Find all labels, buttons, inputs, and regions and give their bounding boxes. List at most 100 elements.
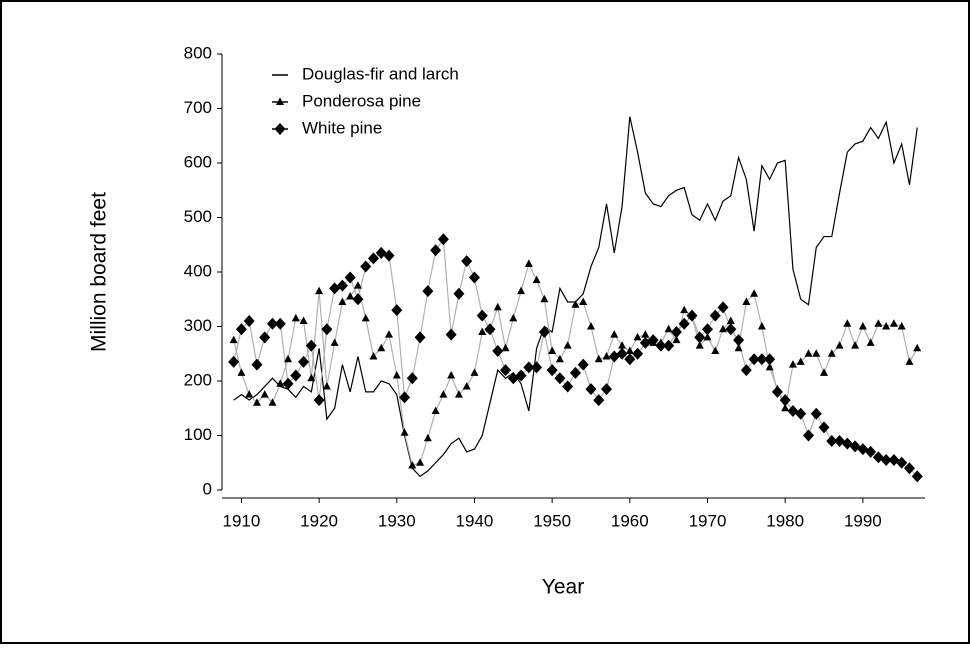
triangle-marker xyxy=(827,349,836,357)
diamond-marker xyxy=(880,454,892,467)
x-tick-label: 1940 xyxy=(456,511,494,530)
triangle-marker xyxy=(757,322,766,330)
triangle-marker xyxy=(602,351,611,360)
diamond-marker xyxy=(554,372,566,385)
y-tick-label: 100 xyxy=(184,425,212,444)
triangle-marker xyxy=(672,335,681,344)
diamond-marker xyxy=(523,361,535,374)
triangle-marker xyxy=(858,322,867,330)
diamond-marker xyxy=(810,407,822,420)
diamond-marker xyxy=(709,309,721,322)
x-axis-label: Year xyxy=(542,576,584,599)
triangle-marker xyxy=(392,371,401,379)
diamond-marker xyxy=(764,353,776,366)
diamond-marker xyxy=(531,361,543,374)
triangle-marker xyxy=(618,341,627,349)
triangle-marker xyxy=(742,297,751,305)
triangle-marker xyxy=(610,330,619,338)
diamond-marker xyxy=(616,347,628,360)
diamond-marker xyxy=(468,271,480,284)
diamond-marker xyxy=(298,355,310,368)
diamond-marker xyxy=(484,323,496,336)
triangle-marker xyxy=(579,297,588,305)
diamond-marker xyxy=(748,353,760,366)
x-tick-label: 1970 xyxy=(689,511,727,530)
diamond-marker xyxy=(367,252,379,265)
triangle-marker xyxy=(874,319,883,327)
triangle-marker xyxy=(284,354,293,363)
triangle-marker xyxy=(245,390,254,398)
triangle-marker xyxy=(291,313,300,322)
diamond-marker xyxy=(500,364,512,377)
diamond-marker xyxy=(282,377,294,390)
triangle-marker xyxy=(416,458,425,466)
triangle-marker xyxy=(229,335,238,344)
diamond-marker xyxy=(756,353,768,366)
triangle-marker xyxy=(237,368,246,376)
diamond-marker xyxy=(740,364,752,377)
triangle-marker xyxy=(680,305,689,314)
triangle-marker xyxy=(750,289,759,297)
triangle-marker xyxy=(447,371,456,379)
diamond-marker xyxy=(725,323,737,336)
triangle-marker xyxy=(509,313,518,322)
triangle-marker xyxy=(897,322,906,330)
diamond-marker xyxy=(911,470,923,483)
triangle-marker xyxy=(478,327,487,335)
legend-label: Ponderosa pine xyxy=(302,91,421,110)
diamond-marker xyxy=(406,372,418,385)
triangle-marker xyxy=(260,390,269,398)
triangle-marker xyxy=(586,322,595,330)
triangle-marker xyxy=(804,349,813,357)
diamond-marker xyxy=(546,364,558,377)
triangle-marker xyxy=(268,398,277,406)
diamond-marker xyxy=(670,325,682,338)
y-tick-label: 800 xyxy=(184,43,212,62)
x-tick-label: 1990 xyxy=(844,511,882,530)
diamond-marker xyxy=(585,383,597,396)
diamond-marker xyxy=(360,260,372,273)
diamond-marker xyxy=(647,334,659,347)
triangle-marker xyxy=(765,362,774,371)
triangle-marker xyxy=(524,259,533,267)
triangle-marker xyxy=(726,316,735,325)
triangle-marker xyxy=(408,460,417,469)
diamond-marker xyxy=(228,355,240,368)
diamond-marker xyxy=(818,421,830,434)
triangle-marker xyxy=(882,322,891,330)
y-tick-label: 0 xyxy=(203,479,212,498)
triangle-marker xyxy=(866,338,875,346)
diamond-marker xyxy=(461,255,473,268)
diamond-marker xyxy=(655,339,667,352)
y-tick-label: 200 xyxy=(184,370,212,389)
triangle-marker xyxy=(703,332,712,341)
triangle-marker xyxy=(633,332,642,341)
y-tick-label: 400 xyxy=(184,261,212,280)
triangle-marker xyxy=(501,343,510,352)
triangle-marker xyxy=(734,343,743,352)
y-axis-label: Million board feet xyxy=(88,192,111,352)
triangle-marker xyxy=(719,324,728,333)
diamond-marker xyxy=(686,309,698,322)
diamond-marker xyxy=(321,323,333,336)
triangle-marker xyxy=(353,281,362,289)
triangle-marker xyxy=(276,97,284,105)
diamond-marker xyxy=(733,334,745,347)
y-tick-label: 700 xyxy=(184,98,212,117)
triangle-marker xyxy=(346,292,355,300)
y-tick-label: 500 xyxy=(184,207,212,226)
diamond-marker xyxy=(903,462,915,475)
triangle-marker xyxy=(532,275,541,284)
diamond-marker xyxy=(352,293,364,306)
triangle-marker xyxy=(400,428,409,436)
triangle-marker xyxy=(315,286,324,295)
legend-label: Douglas-fir and larch xyxy=(302,64,459,83)
diamond-marker xyxy=(771,385,783,398)
diamond-marker xyxy=(437,233,449,246)
diamond-marker xyxy=(717,301,729,314)
triangle-marker xyxy=(641,330,650,338)
triangle-marker xyxy=(781,403,790,412)
triangle-marker xyxy=(664,324,673,333)
diamond-marker xyxy=(383,249,395,262)
